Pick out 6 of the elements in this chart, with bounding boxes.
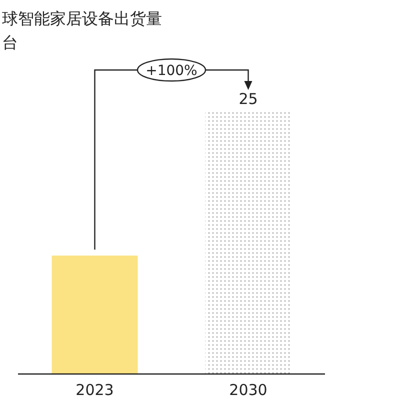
text: +100% — [146, 63, 198, 79]
chart-subtitle: 台 — [2, 33, 18, 52]
chart-title: 球智能家居设备出货量 — [2, 9, 162, 28]
x-tick-label: 2030 — [229, 381, 268, 399]
data-label: 25 — [238, 90, 258, 108]
x-tick-label: 2023 — [76, 381, 114, 399]
